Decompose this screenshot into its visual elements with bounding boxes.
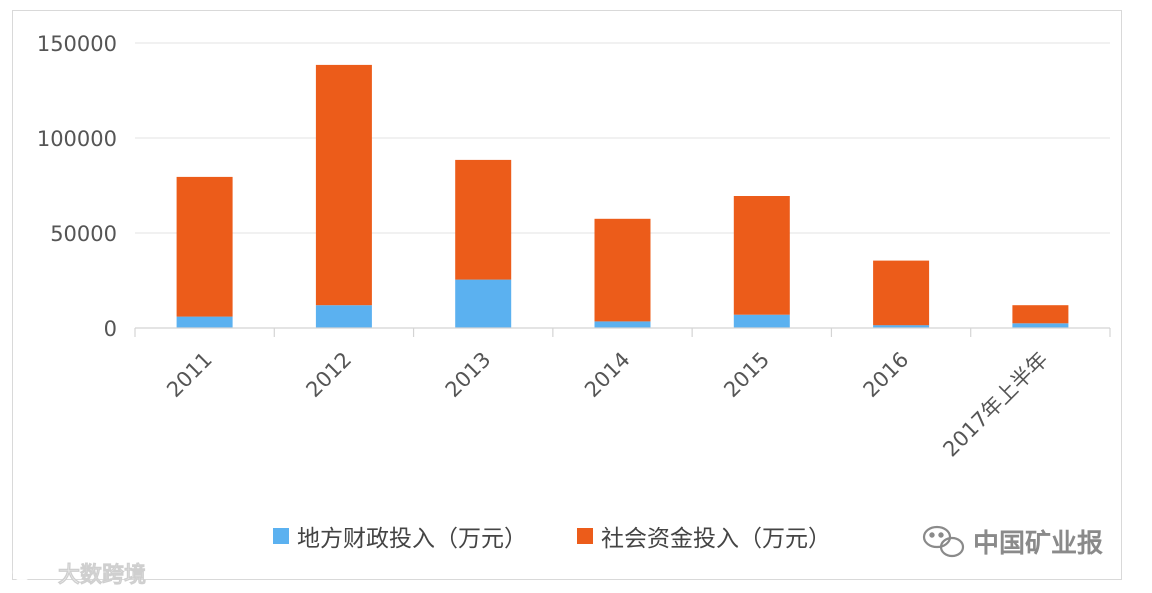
legend-swatch-social-capital xyxy=(577,528,593,544)
watermark-right: 中国矿业报 xyxy=(922,525,1103,559)
bar-social-capital-3 xyxy=(594,218,651,322)
bar-local-fiscal-2 xyxy=(455,279,512,328)
y-tick-label-50000: 50000 xyxy=(50,222,117,246)
y-tick-label-0: 0 xyxy=(104,317,117,341)
x-tick-labels: 2011 2012 2013 2014 2015 2016 2017年上半年 xyxy=(162,347,1052,461)
bar-local-fiscal-3 xyxy=(594,321,651,328)
bar-social-capital-4 xyxy=(733,196,790,315)
legend: 地方财政投入（万元） 社会资金投入（万元） xyxy=(273,526,831,552)
x-tick-label-0: 2011 xyxy=(162,347,217,402)
bar-social-capital-0 xyxy=(176,176,233,317)
bar-social-capital-5 xyxy=(873,260,930,326)
gridlines xyxy=(135,42,1110,234)
bar-social-capital-2 xyxy=(455,159,512,280)
y-tick-label-100000: 100000 xyxy=(37,127,117,151)
x-tick-label-3: 2014 xyxy=(580,347,635,402)
watermark-left-text: 大数跨境 xyxy=(58,562,146,588)
watermark-right-text: 中国矿业报 xyxy=(973,528,1103,559)
bars xyxy=(176,64,1069,329)
wechat-logo-icon xyxy=(922,525,965,558)
axes xyxy=(134,327,1111,337)
watermark-left: 大数跨境 xyxy=(12,560,146,588)
x-tick-label-1: 2012 xyxy=(301,347,356,402)
x-tick-label-4: 2015 xyxy=(719,347,774,402)
bar-local-fiscal-1 xyxy=(315,305,372,328)
bar-social-capital-6 xyxy=(1012,305,1069,324)
bar-local-fiscal-4 xyxy=(733,314,790,328)
x-tick-label-6: 2017年上半年 xyxy=(938,347,1052,461)
x-tick-label-5: 2016 xyxy=(859,347,914,402)
legend-label-social-capital: 社会资金投入（万元） xyxy=(601,526,831,552)
watermark-logo-icon xyxy=(12,560,54,582)
x-tick-label-2: 2013 xyxy=(441,347,496,402)
chart-frame xyxy=(12,10,1122,580)
bar-local-fiscal-5 xyxy=(873,325,930,328)
legend-swatch-local-fiscal xyxy=(273,528,289,544)
bar-social-capital-1 xyxy=(315,64,372,306)
bar-local-fiscal-6 xyxy=(1012,323,1069,329)
y-tick-labels: 0 50000 100000 150000 xyxy=(37,32,117,341)
legend-label-local-fiscal: 地方财政投入（万元） xyxy=(297,526,527,552)
bar-local-fiscal-0 xyxy=(176,316,233,328)
y-tick-label-150000: 150000 xyxy=(37,32,117,56)
